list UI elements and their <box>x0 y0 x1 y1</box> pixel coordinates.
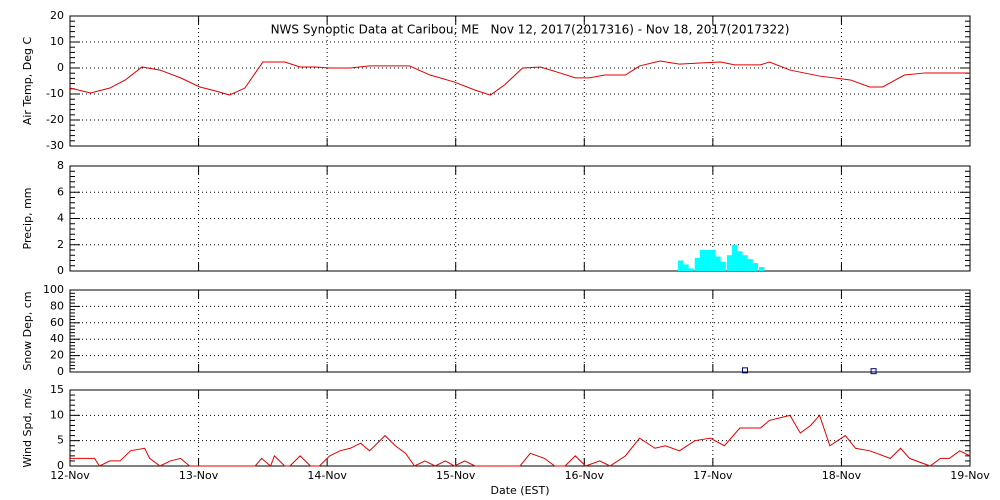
bar <box>726 255 733 271</box>
y-axis-label: Wind Spd, m/s <box>21 388 34 468</box>
y-tick-label: -30 <box>46 139 64 152</box>
plot-frame <box>69 289 971 373</box>
y-tick-label: 10 <box>50 408 64 421</box>
bar <box>678 260 684 271</box>
y-tick-label: 2 <box>57 238 64 251</box>
y-axis-label: Precip, mm <box>21 188 34 250</box>
bar <box>747 259 753 271</box>
bar <box>710 250 716 271</box>
plot-frame <box>69 389 971 467</box>
bar <box>694 257 701 271</box>
bar <box>705 250 711 271</box>
y-axis-label: Snow Dep, cm <box>21 291 34 370</box>
bar <box>688 268 694 271</box>
y-tick-label: 60 <box>50 316 64 329</box>
y-tick-label: 8 <box>57 159 64 172</box>
y-tick-label: 0 <box>57 365 64 378</box>
y-tick-label: 20 <box>50 349 64 362</box>
bar <box>737 251 743 271</box>
y-tick-label: -20 <box>46 113 64 126</box>
y-tick-label: 20 <box>50 9 64 22</box>
y-tick-label: 40 <box>50 332 64 345</box>
bar <box>742 255 748 271</box>
y-tick-label: 15 <box>50 383 64 396</box>
x-tick-label: 17-Nov <box>693 469 733 482</box>
bar <box>732 244 738 271</box>
point <box>742 367 748 374</box>
y-tick-label: -10 <box>46 87 64 100</box>
y-axis-label: Air Temp, Deg C <box>21 37 34 126</box>
x-tick-label: 12-Nov <box>50 469 90 482</box>
bar <box>715 256 721 271</box>
y-tick-label: 80 <box>50 299 64 312</box>
x-axis-label: Date (EST) <box>490 484 549 497</box>
y-tick-label: 5 <box>57 434 64 447</box>
x-tick-label: 16-Nov <box>565 469 605 482</box>
plot-frame <box>69 15 971 147</box>
bar <box>752 263 758 271</box>
bar <box>683 264 689 271</box>
y-tick-label: 0 <box>57 61 64 74</box>
y-tick-label: 4 <box>57 212 64 225</box>
point <box>870 368 877 375</box>
x-tick-label: 19-Nov <box>950 469 990 482</box>
x-tick-label: 14-Nov <box>307 469 347 482</box>
data-line <box>70 414 971 467</box>
x-tick-label: 13-Nov <box>179 469 219 482</box>
x-tick-label: 18-Nov <box>822 469 862 482</box>
chart-title: NWS Synoptic Data at Caribou, ME Nov 12,… <box>271 23 790 37</box>
plot-frame <box>69 165 971 272</box>
bar <box>759 267 765 271</box>
y-tick-label: 6 <box>57 185 64 198</box>
bar <box>699 250 706 271</box>
x-tick-label: 15-Nov <box>436 469 476 482</box>
y-tick-label: 10 <box>50 35 64 48</box>
y-tick-label: 0 <box>57 459 64 472</box>
data-line <box>69 60 970 96</box>
bar <box>720 261 726 271</box>
y-tick-label: 0 <box>57 264 64 277</box>
y-tick-label: 100 <box>43 283 64 296</box>
